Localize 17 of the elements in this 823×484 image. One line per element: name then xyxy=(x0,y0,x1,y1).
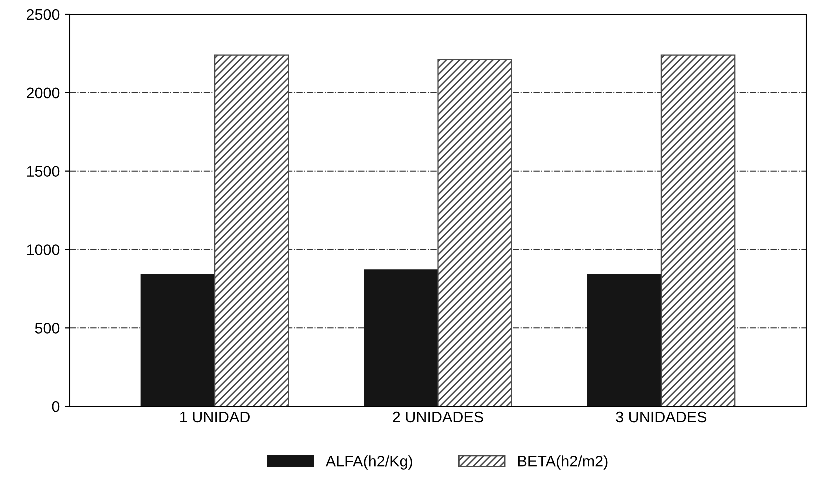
y-tick-label: 500 xyxy=(35,323,60,334)
y-tick-label: 1500 xyxy=(27,166,60,178)
bar xyxy=(660,54,736,407)
y-tick-label: 1000 xyxy=(27,244,60,256)
bar xyxy=(140,274,216,407)
bar xyxy=(438,59,512,407)
x-tick-label: 2 UNIDADES xyxy=(393,412,484,423)
legend-label: ALFA(h2/Kg) xyxy=(326,456,412,470)
y-tick-label: 0 xyxy=(52,401,60,412)
y-tick-label: 2000 xyxy=(27,88,60,99)
x-tick-label: 1 UNIDAD xyxy=(180,412,250,423)
bar xyxy=(587,274,662,407)
y-tick-label: 2500 xyxy=(27,9,60,20)
legend-label: BETA(h2/m2) xyxy=(518,456,608,470)
bar xyxy=(364,270,439,407)
bar xyxy=(214,54,290,407)
x-tick-label: 3 UNIDADES xyxy=(616,412,707,423)
